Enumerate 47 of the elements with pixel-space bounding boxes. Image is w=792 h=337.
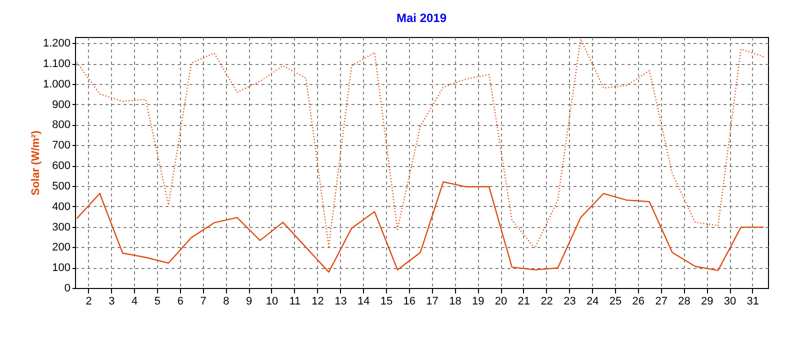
- y-tick-label: 900: [52, 98, 70, 111]
- x-tick-label: 31: [746, 296, 760, 308]
- y-tick-label: 1.100: [42, 58, 70, 70]
- x-tick-label: 13: [334, 296, 347, 308]
- x-tick-label: 27: [655, 296, 668, 308]
- x-tick-label: 19: [472, 296, 484, 308]
- y-tick-label: 500: [52, 180, 70, 192]
- x-tick-label: 6: [177, 296, 184, 308]
- y-tick-label: 100: [52, 262, 70, 274]
- x-tick-label: 3: [108, 296, 115, 308]
- y-tick-label: 700: [52, 140, 70, 152]
- x-tick-label: 21: [518, 296, 530, 308]
- x-tick-label: 8: [223, 296, 230, 308]
- y-tick-label: 1.000: [42, 78, 70, 90]
- x-tick-label: 12: [312, 296, 324, 308]
- x-tick-label: 2: [86, 296, 92, 308]
- x-tick-label: 28: [678, 296, 690, 308]
- y-tick-label: 800: [52, 119, 70, 132]
- x-tick-label: 4: [132, 296, 138, 308]
- x-tick-label: 22: [540, 296, 553, 308]
- x-tick-label: 23: [564, 296, 576, 308]
- line-series: [76, 181, 764, 273]
- x-tick-label: 25: [609, 296, 622, 308]
- x-tick-label: 5: [154, 296, 161, 308]
- x-tick-label: 26: [632, 296, 645, 308]
- x-tick-label: 17: [426, 296, 438, 308]
- x-tick-label: 18: [449, 296, 462, 308]
- x-tick-label: 9: [246, 296, 252, 308]
- x-tick-label: 7: [200, 296, 206, 308]
- x-tick-label: 20: [494, 296, 508, 308]
- x-tick-label: 30: [724, 296, 736, 308]
- chart-title: Mai 2019: [396, 11, 447, 25]
- x-tick-label: 15: [380, 296, 393, 308]
- y-tick-label: 600: [52, 160, 70, 172]
- y-tick-label: 0: [64, 282, 70, 294]
- line-series: [76, 38, 764, 249]
- x-tick-label: 16: [403, 296, 416, 308]
- y-axis-title: Solar (W/m²): [30, 130, 42, 196]
- x-tick-label: 24: [586, 296, 599, 308]
- y-tick-label: 1.200: [42, 38, 70, 50]
- x-tick-label: 11: [289, 296, 301, 308]
- x-tick-label: 10: [266, 296, 278, 308]
- y-tick-label: 300: [52, 221, 70, 234]
- x-tick-label: 29: [701, 296, 714, 308]
- x-tick-label: 14: [357, 296, 370, 308]
- y-tick-label: 200: [52, 242, 70, 254]
- y-tick-label: 400: [52, 200, 70, 213]
